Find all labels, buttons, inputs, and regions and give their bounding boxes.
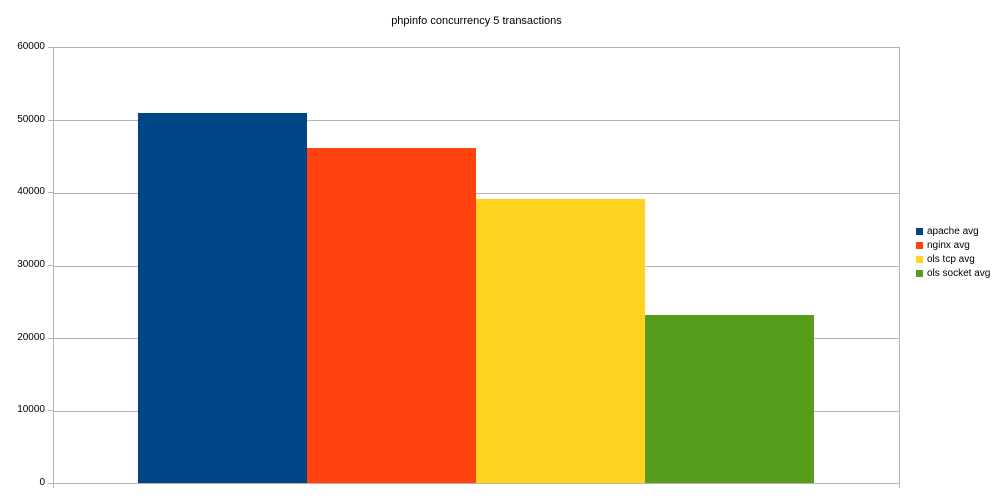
x-axis-tick	[53, 483, 54, 488]
y-axis-tick	[48, 410, 53, 411]
legend: apache avg nginx avg ols tcp avg ols socket…	[916, 224, 990, 280]
y-axis-tick	[48, 120, 53, 121]
legend-label: apache avg	[927, 225, 979, 237]
legend-swatch-icon	[916, 269, 923, 277]
legend-label: nginx avg	[927, 239, 970, 251]
y-axis-label-30000: 30000	[17, 259, 45, 270]
y-axis-tick	[48, 483, 53, 484]
gridline-50000	[54, 120, 899, 121]
legend-item-ols-socket-avg: ols socket avg	[916, 266, 990, 280]
gridline-40000	[54, 193, 899, 194]
y-axis-label-10000: 10000	[17, 404, 45, 415]
chart-title: phpinfo concurrency 5 transactions	[391, 15, 562, 27]
y-axis-tick	[48, 338, 53, 339]
legend-label: ols tcp avg	[927, 253, 975, 265]
legend-swatch-icon	[916, 227, 923, 235]
y-axis-label-20000: 20000	[17, 332, 45, 343]
legend-swatch-icon	[916, 241, 923, 249]
y-axis-label-0: 0	[39, 477, 45, 488]
y-axis-tick	[48, 265, 53, 266]
legend-item-ols-tcp-avg: ols tcp avg	[916, 252, 990, 266]
y-axis-tick	[48, 192, 53, 193]
bar-ols-socket-avg	[645, 315, 814, 483]
legend-item-nginx-avg: nginx avg	[916, 238, 990, 252]
plot-area	[53, 47, 900, 484]
bar-apache-avg	[138, 113, 307, 483]
legend-item-apache-avg: apache avg	[916, 224, 990, 238]
y-axis-label-50000: 50000	[17, 114, 45, 125]
bar-nginx-avg	[307, 148, 476, 483]
y-axis-label-40000: 40000	[17, 186, 45, 197]
legend-label: ols socket avg	[927, 267, 991, 279]
bar-ols-tcp-avg	[476, 199, 645, 483]
y-axis-label-60000: 60000	[17, 41, 45, 52]
x-axis-tick	[899, 483, 900, 488]
legend-swatch-icon	[916, 255, 923, 263]
y-axis-tick	[48, 47, 53, 48]
